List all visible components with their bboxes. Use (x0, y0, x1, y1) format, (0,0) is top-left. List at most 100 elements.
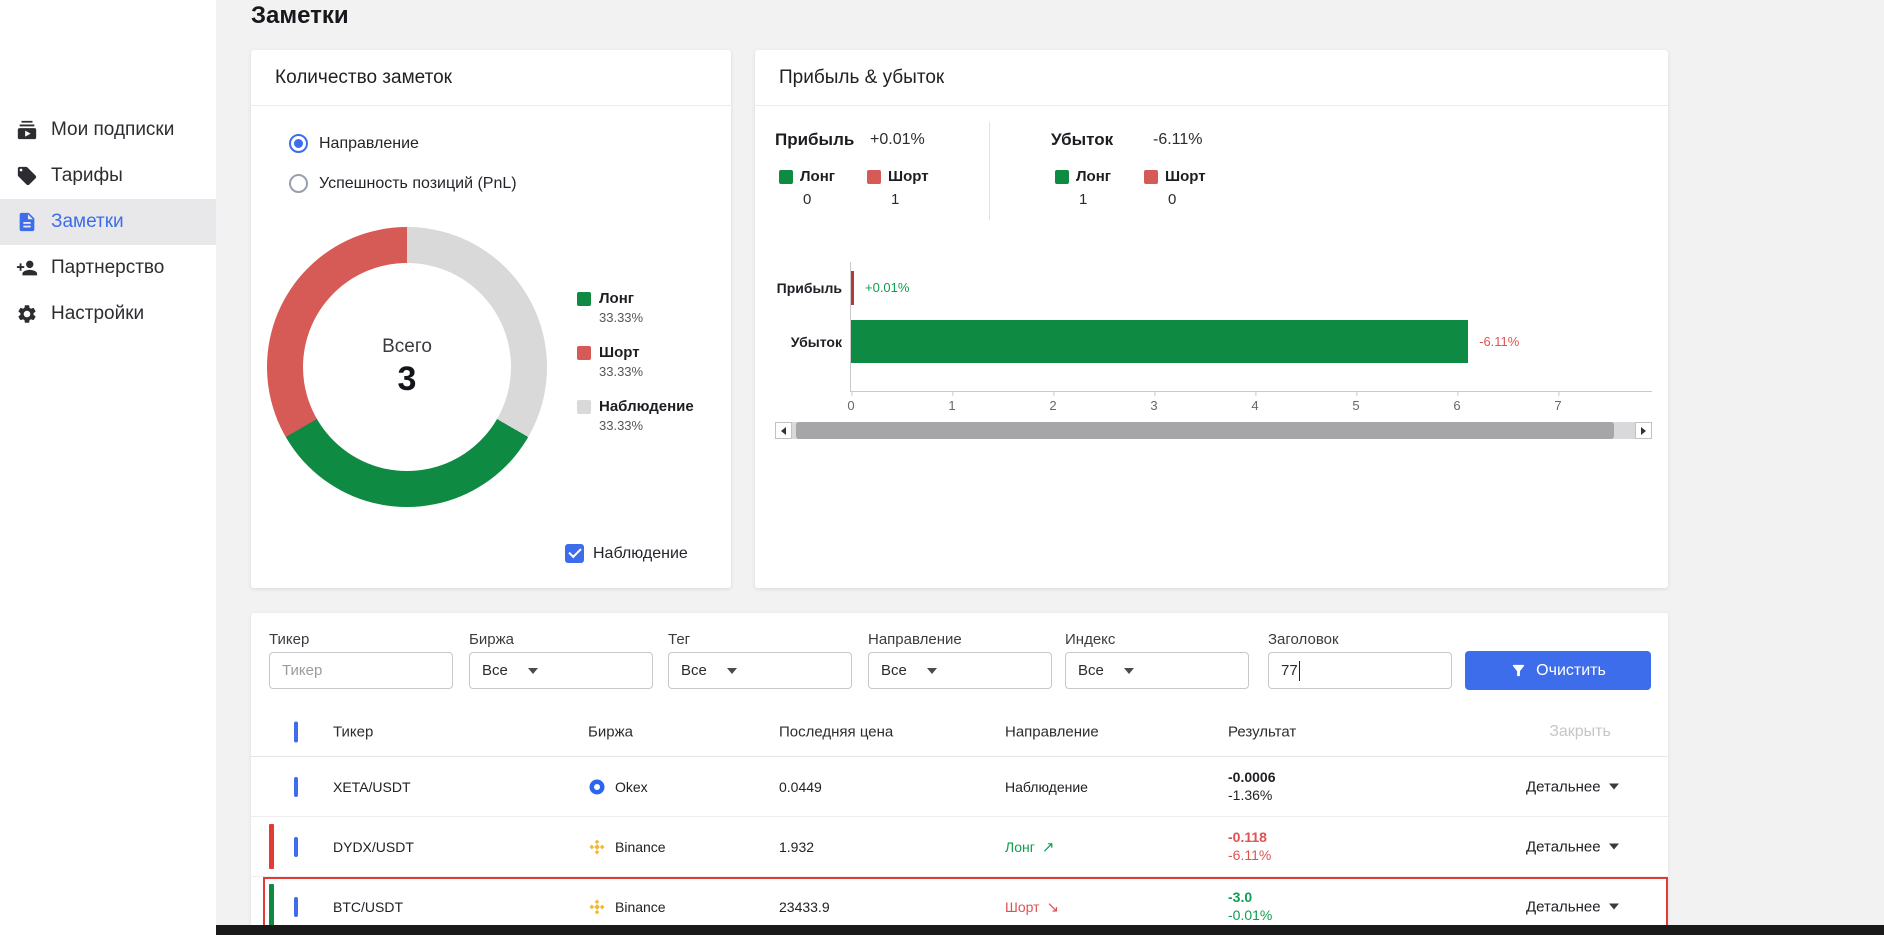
loss-short-stat: Шорт 0 (1144, 168, 1206, 208)
header-ticker: Тикер (333, 723, 373, 740)
row-marker-red (269, 824, 274, 869)
header-result: Результат (1228, 723, 1296, 740)
chevron-down-icon (1609, 904, 1619, 910)
legend-pct-watch: 33.33% (577, 418, 694, 433)
notes-count-card: Количество заметок Направление Успешност… (251, 50, 731, 588)
exchange-name: Okex (615, 779, 648, 795)
binance-logo-icon (588, 898, 606, 916)
exchange-cell: Okex (588, 778, 648, 796)
sidebar-item-partnership[interactable]: Партнерство (0, 245, 216, 291)
person-add-icon (16, 257, 38, 279)
chevron-down-icon (1609, 784, 1619, 790)
profit-long-count: 0 (779, 191, 835, 208)
exchange-select[interactable]: Все (469, 652, 653, 689)
sidebar-item-notes[interactable]: Заметки (0, 199, 216, 245)
okex-logo-icon (588, 778, 606, 796)
chevron-down-icon (1609, 844, 1619, 850)
donut-center-value: 3 (398, 360, 417, 399)
result-pct: -6.11% (1228, 847, 1271, 866)
profit-bar (851, 271, 854, 305)
pnl-card: Прибыль & убыток Прибыль +0.01% Лонг 0 Ш… (755, 50, 1668, 588)
bottom-bar (216, 925, 1884, 935)
gear-icon (16, 303, 38, 325)
trend-down-icon: ↘ (1047, 898, 1060, 916)
header-exchange: Биржа (588, 723, 633, 740)
checkbox-checked-icon (565, 544, 584, 563)
profit-bar-row: +0.01% (851, 266, 1558, 309)
profit-short-count: 1 (867, 191, 929, 208)
loss-short-count: 0 (1144, 191, 1206, 208)
scrollbar-track[interactable] (792, 422, 1635, 439)
sidebar-item-label: Партнерство (51, 257, 164, 279)
donut-center-label: Всего (382, 336, 432, 358)
ticker-input[interactable] (269, 652, 453, 689)
table-header: Тикер Биржа Последняя цена Направление Р… (251, 707, 1668, 757)
sidebar-item-label: Настройки (51, 303, 144, 325)
legend-pct-short: 33.33% (577, 364, 694, 379)
close-button[interactable]: Закрыть (1508, 712, 1652, 752)
direction-select-value: Все (881, 662, 907, 679)
row-checkbox[interactable] (294, 779, 298, 795)
direction-label: Лонг (1005, 839, 1035, 855)
donut-center: Всего 3 (267, 227, 547, 507)
ticker-cell: XETA/USDT (333, 779, 411, 795)
filter-exchange-label: Биржа (469, 631, 514, 648)
clear-filters-button[interactable]: Очистить (1465, 651, 1651, 690)
title-input[interactable]: 77 (1268, 652, 1452, 689)
price-cell: 23433.9 (779, 899, 830, 915)
radio-pnl[interactable]: Успешность позиций (PnL) (289, 174, 517, 193)
long-swatch (1055, 170, 1069, 184)
clear-filters-label: Очистить (1536, 662, 1606, 680)
watch-checkbox[interactable]: Наблюдение (565, 544, 688, 563)
sidebar: Мои подписки Тарифы Заметки Партнерство … (0, 0, 216, 935)
legend-swatch-short (577, 346, 591, 360)
index-select-value: Все (1078, 662, 1104, 679)
note-icon (16, 211, 38, 233)
text-caret (1299, 661, 1300, 681)
tag-select-value: Все (681, 662, 707, 679)
select-all-checkbox[interactable] (294, 723, 298, 740)
radio-selected-icon (289, 134, 308, 153)
arrow-right-icon (1641, 427, 1646, 435)
price-cell: 0.0449 (779, 779, 822, 795)
sidebar-item-subscriptions[interactable]: Мои подписки (0, 107, 216, 153)
result-cell: -0.118 -6.11% (1228, 828, 1271, 866)
result-value: -0.118 (1228, 828, 1271, 847)
checkbox-icon (294, 721, 298, 742)
direction-select[interactable]: Все (868, 652, 1052, 689)
sidebar-item-label: Заметки (51, 211, 124, 233)
sidebar-item-settings[interactable]: Настройки (0, 291, 216, 337)
filter-tag-label: Тег (668, 631, 690, 648)
radio-direction[interactable]: Направление (289, 134, 419, 153)
row-checkbox[interactable] (294, 839, 298, 855)
exchange-cell: Binance (588, 838, 666, 856)
legend-item-short: Шорт 33.33% (577, 344, 694, 379)
row-checkbox[interactable] (294, 899, 298, 915)
direction-cell: Наблюдение (1005, 779, 1088, 795)
filter-title-label: Заголовок (1268, 631, 1339, 648)
profit-long-stat: Лонг 0 (779, 168, 835, 208)
sidebar-item-tariffs[interactable]: Тарифы (0, 153, 216, 199)
loss-short-label: Шорт (1165, 168, 1206, 185)
notes-table-panel: Тикер Биржа Все Тег Все Направление Все … (251, 613, 1668, 935)
scrollbar-thumb[interactable] (796, 422, 1614, 439)
index-select[interactable]: Все (1065, 652, 1249, 689)
watch-checkbox-label: Наблюдение (593, 545, 688, 563)
details-dropdown[interactable]: Детальнее (1526, 838, 1619, 855)
loss-long-stat: Лонг 1 (1055, 168, 1111, 208)
scrollbar-right-arrow[interactable] (1635, 422, 1652, 439)
details-label: Детальнее (1526, 898, 1601, 915)
table-row: DYDX/USDT Binance 1.932 Лонг ↗ -0.118 -6… (251, 817, 1668, 877)
profit-label: Прибыль (775, 130, 854, 150)
legend-label-watch: Наблюдение (599, 398, 694, 415)
result-pct: -1.36% (1228, 787, 1275, 806)
loss-bar-row: -6.11% (851, 320, 1558, 363)
tag-select[interactable]: Все (668, 652, 852, 689)
short-swatch (867, 170, 881, 184)
details-dropdown[interactable]: Детальнее (1526, 778, 1619, 795)
filter-icon (1510, 662, 1527, 679)
details-dropdown[interactable]: Детальнее (1526, 898, 1619, 915)
scrollbar-left-arrow[interactable] (775, 422, 792, 439)
result-cell: -3.0 -0.01% (1228, 888, 1272, 926)
subscriptions-icon (16, 119, 38, 141)
